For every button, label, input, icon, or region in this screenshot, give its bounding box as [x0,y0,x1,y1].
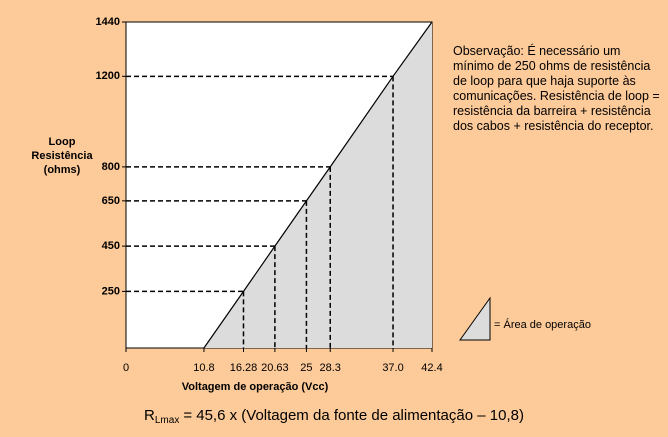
formula-text: = 45,6 x (Voltagem da fonte de alimentaç… [183,407,524,424]
y-tick-label: 1440 [96,16,120,28]
y-tick-label: 1200 [96,70,120,82]
y-tick-label: 250 [102,285,120,297]
formula-subscript: Lmax [155,415,179,426]
x-tick-label: 37.0 [382,362,403,374]
y-axis-label: Loop Resistência (ohms) [31,136,93,176]
x-tick-label: 25 [300,362,312,374]
formula: RLmax = 45,6 x (Voltagem da fonte de alim… [144,407,524,426]
x-tick-label: 0 [123,362,129,374]
legend-label: = Área de operação [494,318,591,331]
y-tick-label: 800 [102,161,120,173]
legend-swatch [459,296,491,341]
x-tick-label: 10.8 [193,362,214,374]
y-tick-label: 450 [102,240,120,252]
y-tick-label: 650 [102,195,120,207]
x-tick-label: 20.63 [261,362,289,374]
resistance-line [203,21,433,349]
x-tick-label: 28.3 [320,362,341,374]
formula-symbol: R [144,407,155,424]
x-tick-label: 16.28 [230,362,258,374]
x-tick-label: 42.4 [421,362,442,374]
x-axis-label: Voltagem de operação (Vcc) [182,381,329,393]
note: Observação: É necessário um mínimo de 25… [453,44,660,133]
